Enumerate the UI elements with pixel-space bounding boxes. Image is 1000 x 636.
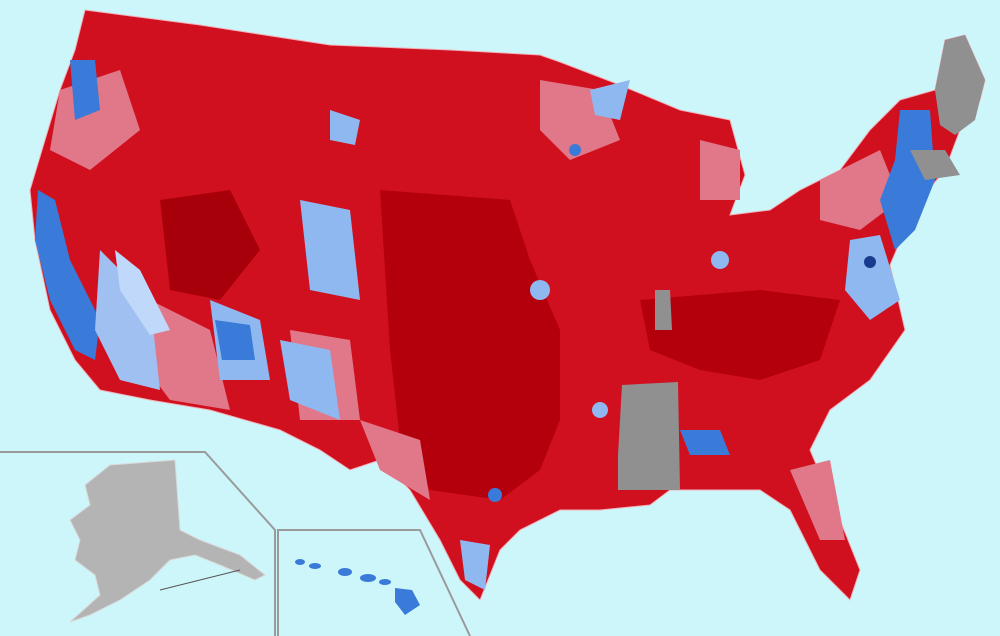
blue-area [215, 320, 255, 360]
blue-area [280, 340, 340, 420]
pink-area [50, 70, 140, 170]
blue-area [460, 540, 490, 590]
blue-area [95, 250, 160, 390]
blue-area [488, 488, 502, 502]
blue-area [35, 190, 100, 360]
blue-area [70, 60, 100, 120]
blue-area [864, 256, 876, 268]
blue-area [330, 110, 360, 145]
island [379, 579, 391, 585]
blue-areas [35, 60, 935, 590]
blue-area [845, 235, 900, 320]
hawaii [295, 559, 420, 615]
island [309, 563, 321, 569]
island [295, 559, 305, 565]
hawaii-inset-border [277, 529, 471, 636]
blue-area [115, 250, 170, 335]
island [338, 568, 352, 576]
dark-red-region [380, 190, 560, 500]
gray-area [910, 150, 960, 180]
blue-area [569, 144, 581, 156]
blue-area [592, 402, 608, 418]
blue-area [530, 280, 550, 300]
gray-area [935, 35, 985, 135]
blue-area [711, 251, 729, 269]
blue-area [300, 200, 360, 300]
island [360, 574, 376, 582]
pink-area [700, 140, 740, 200]
pink-area [360, 420, 430, 500]
blue-area [590, 80, 630, 120]
pink-area [790, 460, 845, 540]
dark-red-region [640, 290, 840, 380]
alaska-panhandle-line [159, 569, 241, 591]
alaska [69, 459, 266, 623]
gray-area [618, 382, 680, 490]
dark-red-region [160, 190, 260, 300]
pink-area [820, 150, 900, 230]
blue-area [880, 110, 935, 250]
gray-area [655, 290, 672, 330]
blue-area [680, 430, 730, 455]
island [395, 588, 420, 615]
alaska-inset-border [0, 451, 276, 636]
